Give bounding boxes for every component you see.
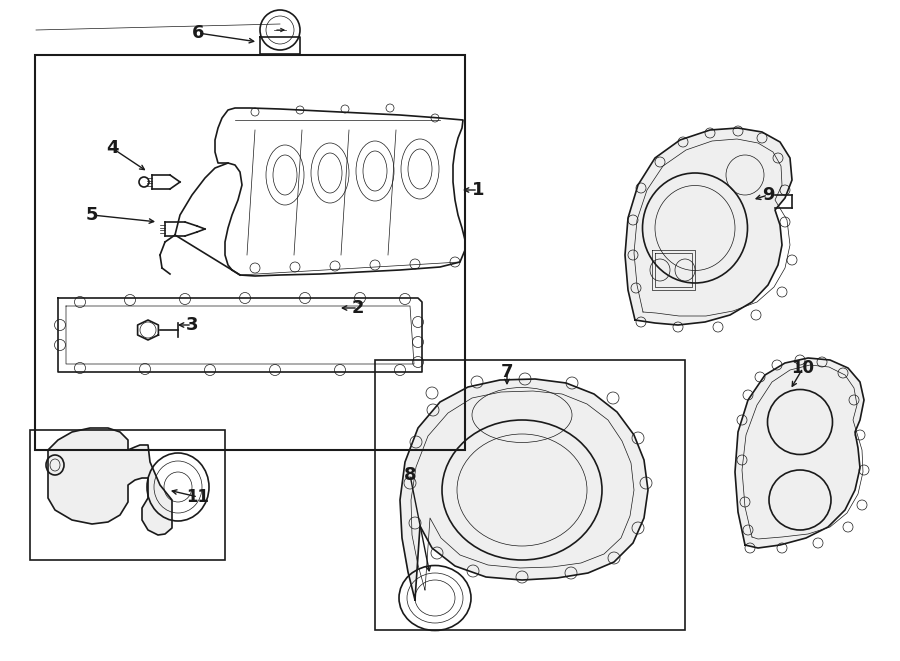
Bar: [30, 430, 225, 560]
Text: 11: 11: [186, 488, 210, 506]
Polygon shape: [400, 379, 648, 600]
Polygon shape: [625, 128, 792, 325]
Text: 5: 5: [86, 206, 98, 224]
Text: 3: 3: [185, 316, 198, 334]
Text: 2: 2: [352, 299, 365, 317]
Text: 7: 7: [500, 363, 513, 381]
Bar: [35, 55, 465, 450]
Text: 1: 1: [472, 181, 484, 199]
Text: 6: 6: [192, 24, 204, 42]
Text: 9: 9: [761, 186, 774, 204]
Text: 10: 10: [791, 359, 814, 377]
Text: 4: 4: [106, 139, 118, 157]
Text: 8: 8: [404, 466, 417, 484]
Bar: [375, 360, 685, 630]
Polygon shape: [48, 428, 172, 535]
Polygon shape: [735, 358, 864, 548]
